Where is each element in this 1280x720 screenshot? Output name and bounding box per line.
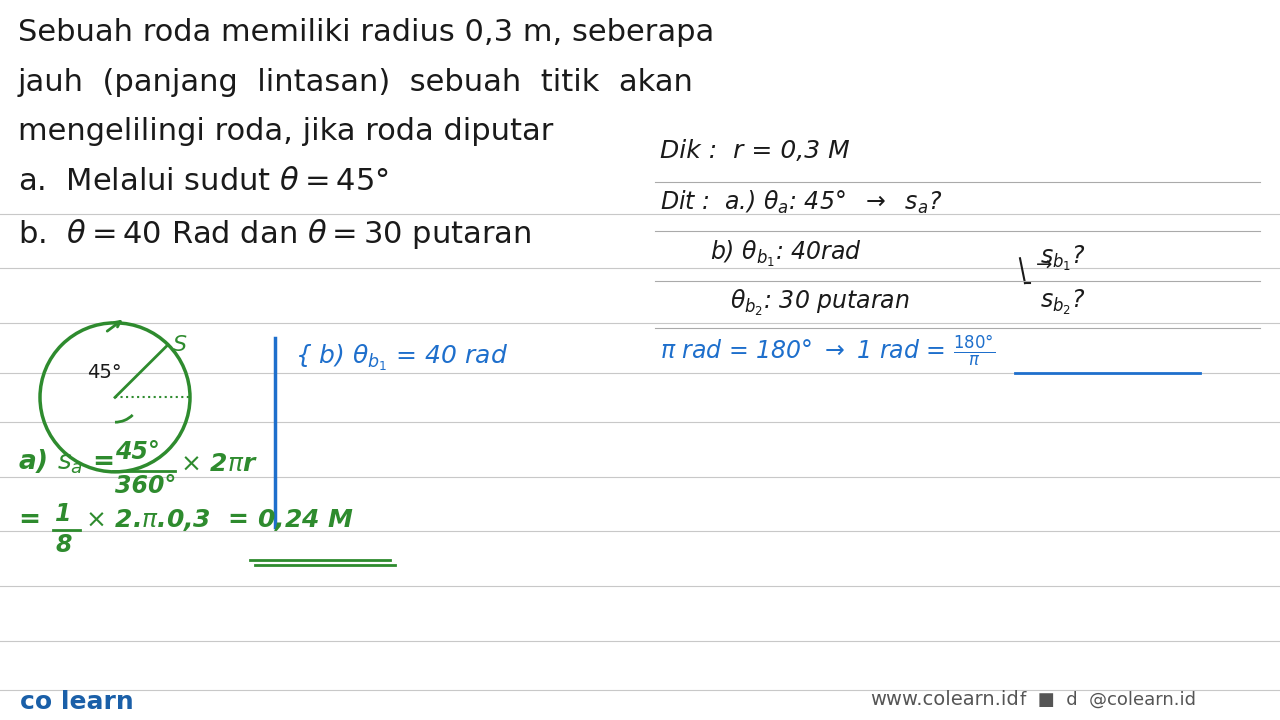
Text: 1: 1 <box>55 502 72 526</box>
Text: $\times$ 2$\pi$r: $\times$ 2$\pi$r <box>180 452 257 476</box>
Text: $\times$ 2.$\pi$.0,3  = 0,24 M: $\times$ 2.$\pi$.0,3 = 0,24 M <box>84 507 355 533</box>
Text: $\pi$ rad = 180° $\rightarrow$ 1 rad = $\frac{180°}{\pi}$: $\pi$ rad = 180° $\rightarrow$ 1 rad = $… <box>660 334 995 368</box>
Text: mengelilingi roda, jika roda diputar: mengelilingi roda, jika roda diputar <box>18 117 553 146</box>
Text: www.colearn.id: www.colearn.id <box>870 690 1019 709</box>
Text: a.  Melalui sudut $\theta = 45°$: a. Melalui sudut $\theta = 45°$ <box>18 167 389 196</box>
Text: $\rightarrow$: $\rightarrow$ <box>1032 253 1053 272</box>
Text: 8: 8 <box>55 534 72 557</box>
Text: jauh  (panjang  lintasan)  sebuah  titik  akan: jauh (panjang lintasan) sebuah titik aka… <box>18 68 694 96</box>
Text: $s_{b_2}$?: $s_{b_2}$? <box>1039 288 1085 318</box>
Text: 360°: 360° <box>115 474 177 498</box>
Text: Sebuah roda memiliki radius 0,3 m, seberapa: Sebuah roda memiliki radius 0,3 m, seber… <box>18 18 714 47</box>
Text: $\theta_{b_2}$: 30 putaran: $\theta_{b_2}$: 30 putaran <box>730 288 910 318</box>
Text: 45°: 45° <box>115 440 160 464</box>
Text: $s_{b_1}$?: $s_{b_1}$? <box>1039 243 1085 273</box>
Text: f  ■  d  @colearn.id: f ■ d @colearn.id <box>1020 690 1196 708</box>
Text: co learn: co learn <box>20 690 133 714</box>
Text: a) $s_a$ =: a) $s_a$ = <box>18 447 114 475</box>
Text: 45°: 45° <box>87 363 122 382</box>
Text: b) $\theta_{b_1}$: 40rad: b) $\theta_{b_1}$: 40rad <box>710 238 861 269</box>
Text: b.  $\theta = 40$ Rad dan $\theta = 30$ putaran: b. $\theta = 40$ Rad dan $\theta = 30$ p… <box>18 217 531 251</box>
Text: Dit :  a.) $\theta_a$: 45°  $\rightarrow$  $s_a$?: Dit : a.) $\theta_a$: 45° $\rightarrow$ … <box>660 189 942 216</box>
Text: Dik :  r = 0,3 M: Dik : r = 0,3 M <box>660 139 850 163</box>
Text: S: S <box>173 335 187 355</box>
Text: =: = <box>18 507 40 533</box>
Text: { b) $\theta_{b_1}$ = 40 rad: { b) $\theta_{b_1}$ = 40 rad <box>294 343 508 373</box>
